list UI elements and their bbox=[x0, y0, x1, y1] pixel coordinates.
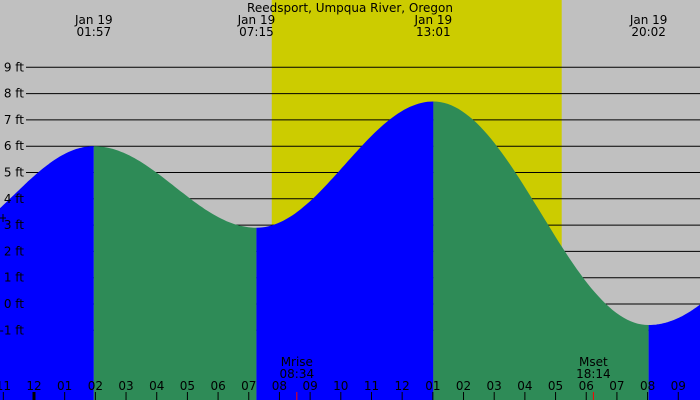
y-tick-label: 9 ft bbox=[4, 60, 24, 74]
extreme-time-label: 20:02 bbox=[631, 25, 666, 39]
extreme-time-label: 07:15 bbox=[239, 25, 274, 39]
extreme-date-label: Jan 19 bbox=[74, 13, 113, 27]
y-tick-label: 2 ft bbox=[4, 244, 24, 258]
x-tick-label: 09 bbox=[671, 379, 686, 393]
x-tick-label: 07 bbox=[241, 379, 256, 393]
x-tick-label: 04 bbox=[517, 379, 532, 393]
y-tick-label: 1 ft bbox=[4, 271, 24, 285]
x-tick-label: 10 bbox=[333, 379, 348, 393]
x-tick-label: 01 bbox=[57, 379, 72, 393]
y-tick-label: 7 ft bbox=[4, 113, 24, 127]
extreme-date-label: Jan 19 bbox=[629, 13, 668, 27]
x-tick-label: 12 bbox=[26, 379, 41, 393]
y-tick-label: 8 ft bbox=[4, 87, 24, 101]
y-tick-label: 3 ft bbox=[4, 218, 24, 232]
x-tick-label: 08 bbox=[640, 379, 655, 393]
x-tick-label: 03 bbox=[118, 379, 133, 393]
y-tick-label: 6 ft bbox=[4, 139, 24, 153]
x-tick-label: 06 bbox=[579, 379, 594, 393]
x-tick-label: 06 bbox=[210, 379, 225, 393]
x-tick-label: 08 bbox=[272, 379, 287, 393]
rising-tide-area bbox=[648, 304, 700, 400]
extreme-time-label: 01:57 bbox=[77, 25, 112, 39]
x-tick-label: 02 bbox=[456, 379, 471, 393]
x-tick-label: 11 bbox=[364, 379, 379, 393]
y-tick-label: 0 ft bbox=[4, 297, 24, 311]
x-tick-label: 04 bbox=[149, 379, 164, 393]
x-tick-label: 01 bbox=[425, 379, 440, 393]
x-tick-label: 02 bbox=[88, 379, 103, 393]
x-tick-label: 03 bbox=[487, 379, 502, 393]
extreme-time-label: 13:01 bbox=[416, 25, 451, 39]
x-tick-label: 12 bbox=[395, 379, 410, 393]
extreme-date-label: Jan 19 bbox=[414, 13, 453, 27]
extreme-date-label: Jan 19 bbox=[237, 13, 276, 27]
x-tick-label: 11 bbox=[0, 379, 11, 393]
moon-event-time: 08:34 bbox=[280, 367, 315, 381]
x-tick-label: 05 bbox=[548, 379, 563, 393]
falling-tide-area bbox=[93, 146, 257, 400]
y-tick-label: 4 ft bbox=[4, 192, 24, 206]
moon-event-time: 18:14 bbox=[576, 367, 611, 381]
y-tick-label: -1 ft bbox=[0, 323, 24, 337]
rising-tide-area bbox=[256, 101, 434, 400]
moon-event-label: Mrise bbox=[281, 355, 313, 369]
x-tick-label: 07 bbox=[609, 379, 624, 393]
x-tick-label: 09 bbox=[302, 379, 317, 393]
x-tick-label: 05 bbox=[180, 379, 195, 393]
falling-tide-area bbox=[433, 101, 649, 400]
current-time-marker-icon bbox=[0, 214, 6, 222]
rising-tide-area bbox=[0, 146, 94, 400]
chart-title: Reedsport, Umpqua River, Oregon bbox=[247, 1, 453, 15]
moon-event-label: Mset bbox=[579, 355, 608, 369]
y-tick-label: 5 ft bbox=[4, 166, 24, 180]
